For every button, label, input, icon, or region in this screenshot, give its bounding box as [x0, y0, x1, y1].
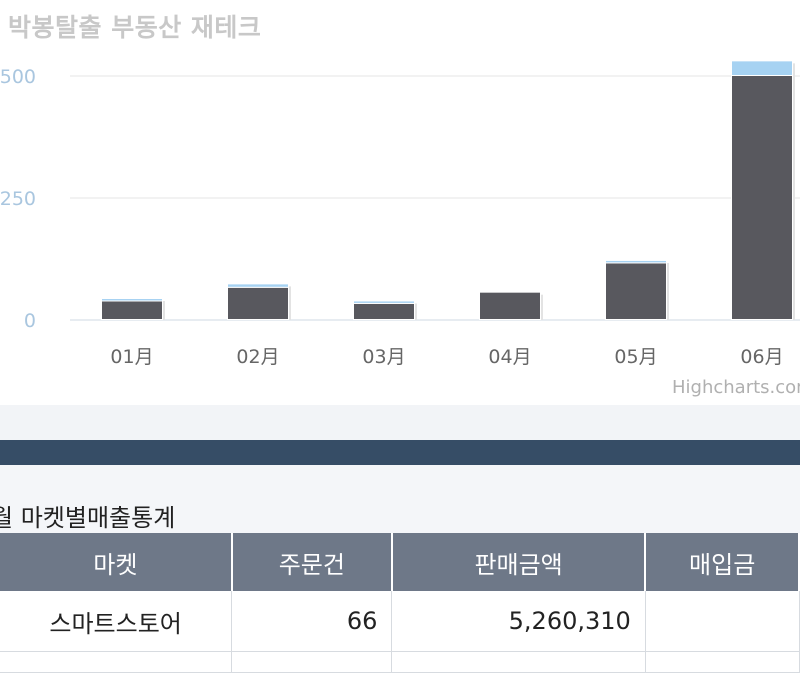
market-sales-stats: 월 마켓별매출통계 마켓 주문건 판매금액 매입금 스마트스토어 66 5,26… — [0, 465, 800, 673]
chart-footer-band — [0, 405, 800, 440]
column-header-orders[interactable]: 주문건 — [231, 533, 393, 591]
section-divider-bar — [0, 440, 800, 465]
x-tick-label: 02月 — [236, 346, 279, 368]
table-row[interactable] — [0, 651, 800, 673]
bar-main-5[interactable] — [606, 263, 666, 319]
x-tick-label: 01月 — [110, 346, 153, 368]
bar-secondary-1[interactable] — [102, 299, 162, 301]
x-tick-label: 05月 — [614, 346, 657, 368]
cell-orders — [231, 651, 393, 673]
bar-shadow — [541, 294, 543, 320]
cell-purchase — [645, 651, 800, 673]
market-sales-table: 마켓 주문건 판매금액 매입금 스마트스토어 66 5,260,310 — [0, 533, 800, 673]
y-tick-label: 500 — [0, 66, 36, 88]
bar-shadow — [289, 286, 291, 320]
cell-purchase — [645, 591, 800, 652]
chart-credits-link[interactable]: Highcharts.com — [672, 377, 800, 398]
bar-secondary-5[interactable] — [606, 260, 666, 263]
bar-main-2[interactable] — [228, 287, 288, 319]
bar-secondary-3[interactable] — [354, 301, 414, 303]
bar-main-1[interactable] — [102, 301, 162, 319]
cell-orders: 66 — [231, 591, 393, 652]
cell-market — [0, 651, 233, 673]
bar-secondary-2[interactable] — [228, 284, 288, 287]
column-header-market[interactable]: 마켓 — [0, 533, 233, 591]
cell-market: 스마트스토어 — [0, 591, 233, 652]
chart-panel: 500 250 0 01月 02月 03月 04月 05月 06月 Highcharts.com … — [0, 13, 800, 398]
table-header-row: 마켓 주문건 판매금액 매입금 — [0, 533, 800, 591]
table-row[interactable]: 스마트스토어 66 5,260,310 — [0, 591, 800, 652]
bar-chart: 500 250 0 01月 02月 03月 04月 05月 06月 Highcharts.com — [0, 60, 800, 398]
bar-main-4[interactable] — [480, 292, 540, 319]
bar-shadow — [793, 63, 795, 321]
bar-shadow — [415, 303, 417, 320]
bar-secondary-6[interactable] — [732, 61, 792, 75]
bar-main-3[interactable] — [354, 303, 414, 319]
bar-shadow — [667, 262, 669, 320]
x-tick-label: 03月 — [362, 346, 405, 368]
cell-sales — [391, 651, 646, 673]
x-tick-label: 04月 — [488, 346, 531, 368]
section-title: 월 마켓별매출통계 — [0, 504, 176, 532]
column-header-purchase[interactable]: 매입금 — [645, 533, 800, 591]
cell-sales: 5,260,310 — [391, 591, 646, 652]
x-tick-label: 06月 — [740, 346, 783, 368]
y-tick-label: 0 — [24, 310, 36, 332]
y-tick-label: 250 — [0, 188, 36, 210]
bar-shadow — [163, 301, 165, 320]
chart-title: 박봉탈출 부동산 재테크 — [8, 13, 262, 42]
column-header-sales[interactable]: 판매금액 — [391, 533, 647, 591]
bar-main-6[interactable] — [732, 76, 792, 319]
